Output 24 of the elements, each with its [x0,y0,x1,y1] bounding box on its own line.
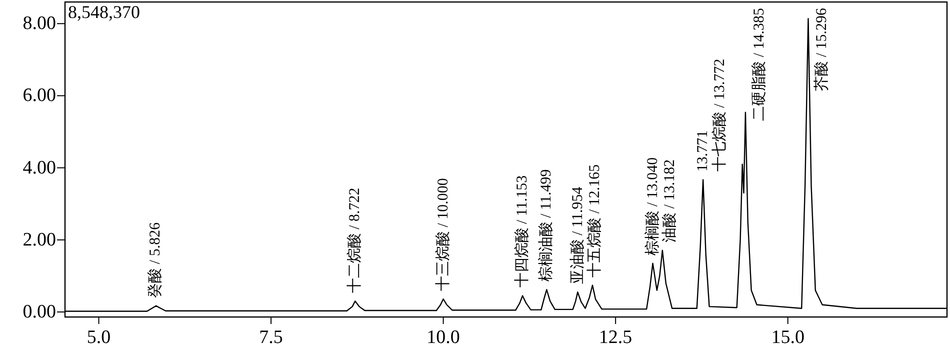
x-tick-label: 15.0 [771,327,804,348]
y-tick-label: 4.00 [22,157,56,178]
annotation: 十四烷酸 / 11.153 [514,175,531,288]
annotation: 十五烷酸 / 12.165 [586,164,603,278]
annotation: 二硬脂酸 / 14.385 [750,8,768,121]
annotation: 十三烷酸 / 10.000 [434,178,452,291]
annotation: 癸酸 / 5.826 [146,222,164,298]
annotation: 十七烷酸 / 13.772 [711,58,728,172]
annotation: 油酸 / 13.182 [660,159,678,242]
x-tick-label: 12.5 [598,327,632,348]
annotation: 芥酸 / 15.296 [813,8,830,91]
annotation: 13.771 [695,130,712,172]
y-tick-label: 2.00 [22,229,56,250]
x-tick-label: 10.0 [426,327,460,348]
y-tick-label: 6.00 [22,85,56,106]
annotation: 亚油酸 / 11.954 [568,186,586,284]
y-tick-label: 0.00 [22,301,56,322]
x-tick-label: 7.5 [259,327,283,348]
annotation: 8,548,370 [68,2,140,22]
annotation: 十二烷酸 / 8.722 [346,188,364,294]
x-tick-label: 5.0 [86,327,111,348]
annotation: 棕榈油酸 / 11.499 [538,169,555,282]
y-tick-label: 8.00 [22,13,56,34]
annotation: 棕榈酸 / 13.040 [644,157,661,256]
